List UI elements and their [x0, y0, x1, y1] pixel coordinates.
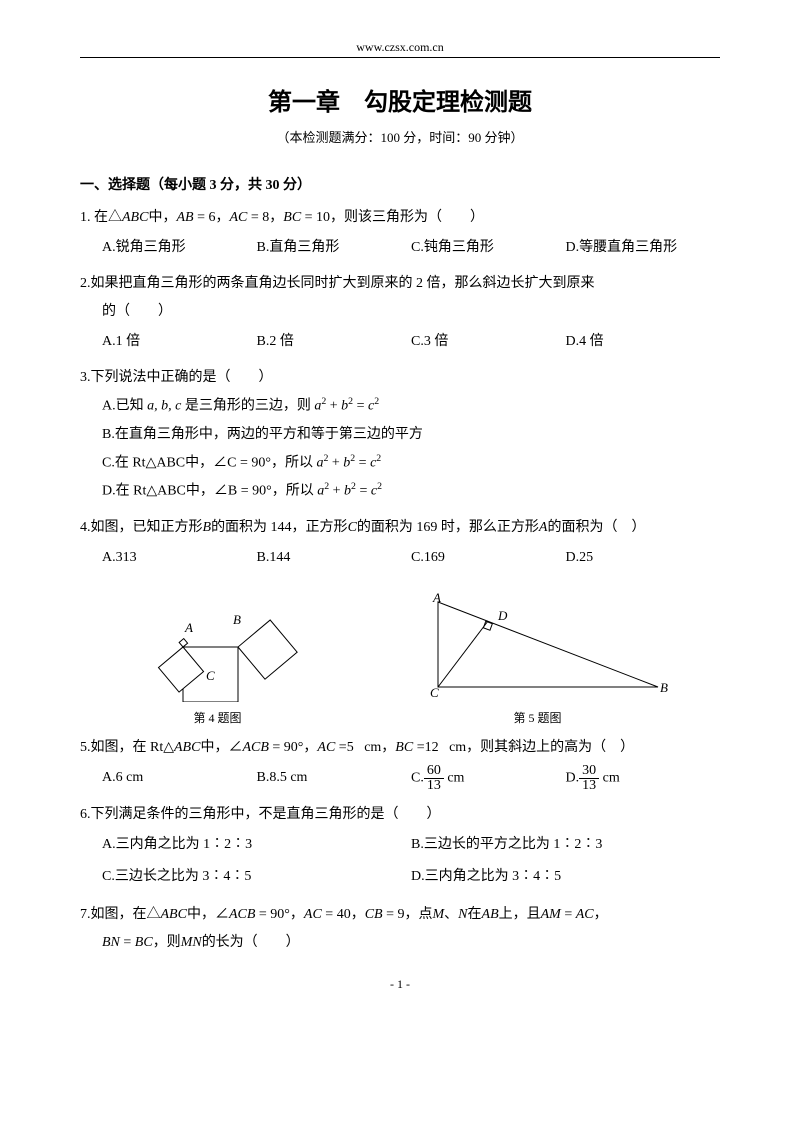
question-1: 1. 在△ABC中，AB = 6，AC = 8，BC = 10，则该三角形为（ …: [80, 204, 720, 262]
section-heading: 一、选择题（每小题 3 分，共 30 分）: [80, 174, 720, 194]
q1-opt-a: A.锐角三角形: [102, 234, 257, 262]
q6-opt-a: A.三内角之比为 1∶2∶3: [102, 831, 411, 859]
header-rule: [80, 57, 720, 58]
fig4-caption: 第 4 题图: [133, 709, 303, 726]
page-footer: - 1 -: [80, 977, 720, 992]
question-6: 6.下列满足条件的三角形中，不是直角三角形的是（ ） A.三内角之比为 1∶2∶…: [80, 801, 720, 893]
q6-opt-d: D.三内角之比为 3∶4∶5: [411, 863, 720, 891]
q5-opt-c: C.6013 cm: [411, 764, 566, 793]
q6-opt-c: C.三边长之比为 3∶4∶5: [102, 863, 411, 891]
figure-4: A B C 第 4 题图: [133, 582, 303, 726]
q1-opt-d: D.等腰直角三角形: [566, 234, 721, 262]
fig5-label-b: B: [660, 680, 668, 695]
question-7: 7.如图，在△ABC中，∠ACB = 90°，AC = 40，CB = 9，点M…: [80, 901, 720, 957]
question-4: 4.如图，已知正方形B的面积为 144，正方形C的面积为 169 时，那么正方形…: [80, 514, 720, 572]
q3-stem: 3.下列说法中正确的是（ ）: [80, 370, 273, 385]
q6-stem: 6.下列满足条件的三角形中，不是直角三角形的是（ ）: [80, 807, 441, 822]
q1-stem: 1. 在△ABC中，AB = 6，AC = 8，BC = 10，则该三角形为（ …: [80, 210, 484, 225]
q1-opt-b: B.直角三角形: [257, 234, 412, 262]
figures-row: A B C 第 4 题图 A D C B 第 5 题图: [80, 582, 720, 726]
q2-stem1: 2.如果把直角三角形的两条直角边长同时扩大到原来的 2 倍，那么斜边长扩大到原来: [80, 276, 595, 291]
header-url: www.czsx.com.cn: [80, 40, 720, 55]
q3-opt-b: B.在直角三角形中，两边的平方和等于第三边的平方: [80, 421, 720, 449]
q2-stem2: 的（ ）: [80, 298, 720, 326]
q5-opt-d: D.3013 cm: [566, 764, 721, 793]
page-subtitle: （本检测题满分：100 分，时间：90 分钟）: [80, 127, 720, 146]
q3-opt-d: D.在 Rt△ABC中，∠B = 90°，所以 a2 + b2 = c2: [80, 477, 720, 506]
q7-stem1: 7.如图，在△ABC中，∠ACB = 90°，AC = 40，CB = 9，点M…: [80, 907, 608, 922]
q2-opt-b: B.2 倍: [257, 328, 412, 356]
q4-opt-d: D.25: [566, 544, 721, 572]
q2-opt-a: A.1 倍: [102, 328, 257, 356]
question-3: 3.下列说法中正确的是（ ） A.已知 a, b, c 是三角形的三边，则 a2…: [80, 364, 720, 506]
q4-stem: 4.如图，已知正方形B的面积为 144，正方形C的面积为 169 时，那么正方形…: [80, 520, 645, 535]
q1-opt-c: C.钝角三角形: [411, 234, 566, 262]
q2-opt-c: C.3 倍: [411, 328, 566, 356]
q6-opt-b: B.三边长的平方之比为 1∶2∶3: [411, 831, 720, 859]
q7-stem2: BN = BC，则MN的长为（ ）: [80, 929, 720, 957]
fig4-label-a: A: [184, 620, 193, 635]
q4-opt-a: A.313: [102, 544, 257, 572]
q3-opt-c: C.在 Rt△ABC中，∠C = 90°，所以 a2 + b2 = c2: [80, 449, 720, 478]
q3-opt-a: A.已知 a, b, c 是三角形的三边，则 a2 + b2 = c2: [80, 392, 720, 421]
q5-opt-b: B.8.5 cm: [257, 764, 412, 793]
fig5-label-c: C: [430, 685, 439, 700]
fig4-label-c: C: [206, 668, 215, 683]
figure-5: A D C B 第 5 题图: [408, 592, 668, 726]
q5-stem: 5.如图，在 Rt△ABC中，∠ACB = 90°，AC =5 cm，BC =1…: [80, 740, 634, 755]
q4-opt-b: B.144: [257, 544, 412, 572]
question-5: 5.如图，在 Rt△ABC中，∠ACB = 90°，AC =5 cm，BC =1…: [80, 734, 720, 793]
q4-opt-c: C.169: [411, 544, 566, 572]
fig5-caption: 第 5 题图: [408, 709, 668, 726]
fig5-label-a: A: [432, 592, 441, 605]
page-title: 第一章 勾股定理检测题: [80, 82, 720, 117]
q2-opt-d: D.4 倍: [566, 328, 721, 356]
question-2: 2.如果把直角三角形的两条直角边长同时扩大到原来的 2 倍，那么斜边长扩大到原来…: [80, 270, 720, 356]
fig4-label-b: B: [233, 612, 241, 627]
fig5-label-d: D: [497, 608, 508, 623]
q5-opt-a: A.6 cm: [102, 764, 257, 793]
